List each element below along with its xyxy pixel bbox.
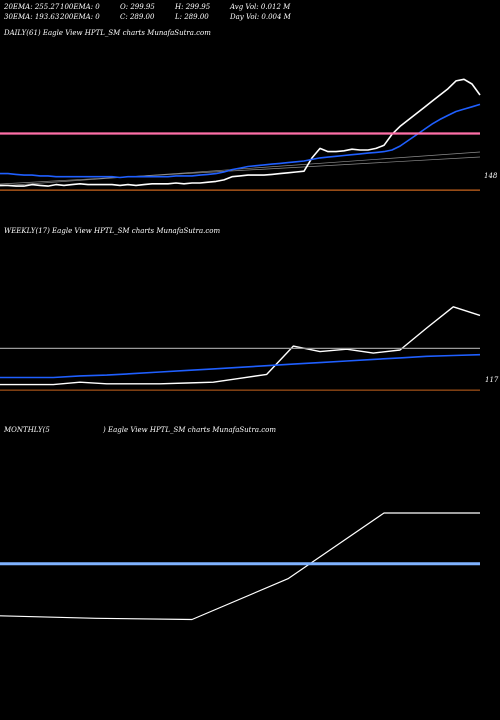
monthly-price-line [0, 512, 480, 621]
daily-trend-line-2 [0, 156, 481, 185]
header-open: O: 299.95 [120, 3, 155, 11]
header-ema100: 100EMA: 0 [60, 3, 100, 11]
daily-price-tick: 148 [484, 172, 498, 180]
header-ema20: 20EMA: 255.27 [4, 3, 60, 11]
weekly-price-tick: 117 [485, 376, 499, 384]
monthly-panel-title-left: MONTHLY(5 [4, 426, 50, 434]
daily-panel-title: DAILY(61) Eagle View HPTL_SM charts Muna… [4, 29, 211, 37]
header-day-vol: Day Vol: 0.004 M [230, 13, 291, 21]
header-ema30: 30EMA: 193.63 [4, 13, 60, 21]
monthly-panel-title-right: ) Eagle View HPTL_SM charts MunafaSutra.… [103, 426, 277, 434]
daily-price-line [0, 78, 481, 187]
weekly-ema-line [0, 353, 481, 379]
header-avg-vol: Avg Vol: 0.012 M [230, 3, 291, 11]
header-ema200: 200EMA: 0 [60, 13, 100, 21]
daily-trend-line-1 [0, 151, 481, 187]
weekly-price-line [0, 306, 481, 386]
daily-ema-line [0, 103, 481, 179]
header-low: L: 289.00 [175, 13, 209, 21]
weekly-panel-title: WEEKLY(17) Eagle View HPTL_SM charts Mun… [4, 227, 221, 235]
header-high: H: 299.95 [175, 3, 211, 11]
header-close: C: 289.00 [120, 13, 155, 21]
